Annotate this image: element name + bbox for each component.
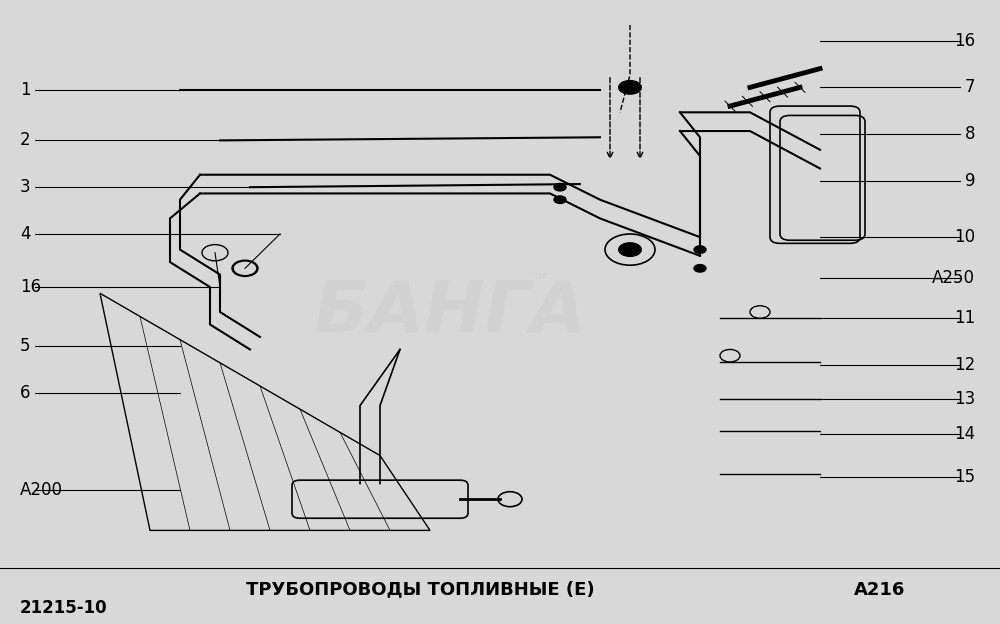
Circle shape [694,265,706,272]
Circle shape [554,183,566,191]
Circle shape [554,196,566,203]
Text: 11: 11 [954,310,975,327]
Text: 12: 12 [954,356,975,374]
Text: 2: 2 [20,132,31,149]
Text: ТРУБОПРОВОДЫ ТОПЛИВНЫЕ (Е): ТРУБОПРОВОДЫ ТОПЛИВНЫЕ (Е) [246,581,594,598]
Text: 3: 3 [20,178,31,196]
Text: 4: 4 [20,225,30,243]
Circle shape [618,242,642,257]
Text: 16: 16 [954,32,975,49]
Circle shape [618,80,642,95]
Text: 14: 14 [954,425,975,442]
Text: 21215-10: 21215-10 [20,600,108,617]
Text: А250: А250 [932,269,975,286]
Text: А216: А216 [854,581,906,598]
Text: 7: 7 [964,79,975,96]
Text: А200: А200 [20,481,63,499]
Text: 9: 9 [964,172,975,190]
Text: 5: 5 [20,338,30,355]
Text: 8: 8 [964,125,975,143]
Text: 10: 10 [954,228,975,246]
Text: ™: ™ [530,271,550,290]
Text: БАНГA: БАНГA [313,278,587,346]
Text: 13: 13 [954,391,975,408]
Text: 6: 6 [20,384,30,402]
Circle shape [694,246,706,253]
Text: 16: 16 [20,278,41,296]
Text: 15: 15 [954,469,975,486]
Text: 1: 1 [20,82,31,99]
